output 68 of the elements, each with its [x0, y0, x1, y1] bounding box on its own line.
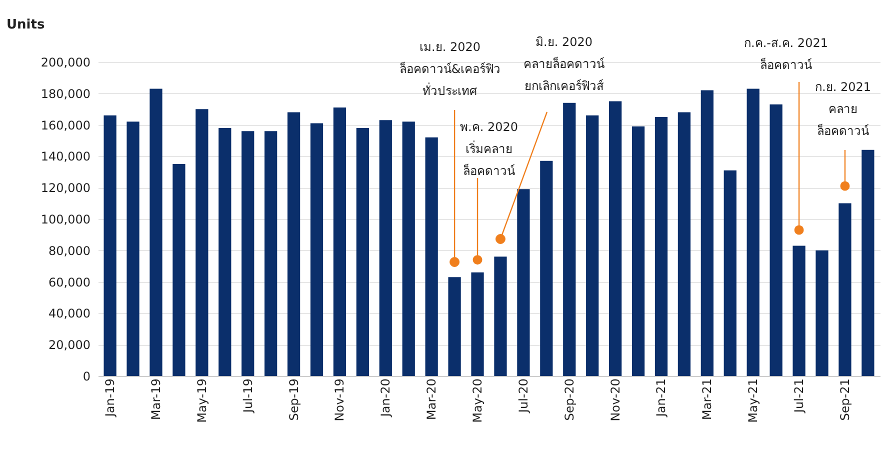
x-tick-label: Nov-19 [332, 378, 347, 422]
annotation: ก.ค.-ส.ค. 2021 ล็อคดาวน์ [744, 36, 828, 72]
bar [264, 131, 278, 376]
bar [563, 102, 576, 376]
y-axis-title: Units [6, 18, 45, 32]
y-tick-label: 120,000 [40, 181, 90, 196]
x-tick-label: Mar-19 [148, 378, 163, 420]
bar [172, 164, 186, 376]
bar [356, 128, 369, 376]
x-tick-label: Sep-21 [838, 378, 852, 421]
y-tick-label: 200,000 [40, 56, 90, 70]
x-tick-label: May-19 [194, 378, 209, 423]
y-tick-label: 100,000 [40, 212, 90, 226]
bar [540, 160, 553, 376]
y-tick-label: 40,000 [48, 306, 90, 321]
bar [678, 112, 691, 376]
y-tick-label: 0 [82, 370, 90, 384]
bar [402, 122, 415, 376]
x-tick-label: Sep-19 [286, 378, 301, 421]
bar [517, 189, 530, 376]
bar [770, 104, 782, 376]
x-tick-label: Mar-21 [700, 378, 714, 420]
bar [746, 88, 760, 376]
x-tick-label: Jul-19 [240, 378, 255, 414]
bar [287, 112, 300, 376]
bar [494, 256, 507, 376]
bar [816, 250, 828, 376]
bar [471, 272, 484, 376]
annotation: เม.ย. 2020 ล็อคดาวน์&เคอร์ฟิว ทั่วประเทศ [399, 40, 501, 98]
x-tick-label: Jan-20 [378, 378, 393, 418]
bar [126, 122, 140, 376]
bar [196, 109, 208, 376]
y-tick-label: 140,000 [40, 150, 90, 164]
bar [104, 115, 116, 376]
bar [310, 123, 324, 376]
annotation: พ.ค. 2020 เริ่มคลาย ล็อคดาวน์ [460, 120, 518, 178]
y-tick-label: 60,000 [48, 275, 90, 290]
bar [609, 101, 622, 376]
bar [242, 131, 254, 376]
x-tick-label: Jan-21 [654, 378, 668, 418]
bar [379, 120, 392, 376]
bar [586, 115, 599, 376]
bar [632, 126, 645, 376]
bar [448, 277, 461, 376]
bar [425, 137, 438, 376]
annotation: ก.ย. 2021 คลาย ล็อคดาวน์ [815, 80, 871, 138]
x-tick-label: Sep-20 [562, 378, 576, 421]
bar [218, 128, 232, 376]
bar [333, 108, 346, 376]
x-tick-label: May-21 [746, 378, 760, 423]
y-tick-label: 20,000 [48, 338, 90, 352]
y-tick-label: 160,000 [40, 118, 90, 132]
x-tick-label: May-20 [470, 378, 485, 423]
x-tick-label: Jul-21 [792, 378, 806, 414]
annotation: มิ.ย. 2020 คลายล็อคดาวน์ ยกเลิกเคอร์ฟิวส์ [524, 35, 604, 93]
x-tick-label: Jan-19 [103, 378, 118, 418]
y-tick-label: 180,000 [40, 86, 90, 101]
bar [792, 246, 806, 376]
bar [654, 116, 668, 376]
x-tick-label: Mar-20 [424, 378, 439, 420]
bar [150, 88, 162, 376]
y-tick-label: 80,000 [48, 244, 90, 258]
bar [724, 170, 736, 376]
x-tick-label: Nov-20 [608, 378, 622, 422]
bar [862, 150, 874, 376]
x-tick-label: Jul-20 [516, 378, 530, 414]
bar [838, 203, 852, 376]
bar [700, 90, 714, 376]
